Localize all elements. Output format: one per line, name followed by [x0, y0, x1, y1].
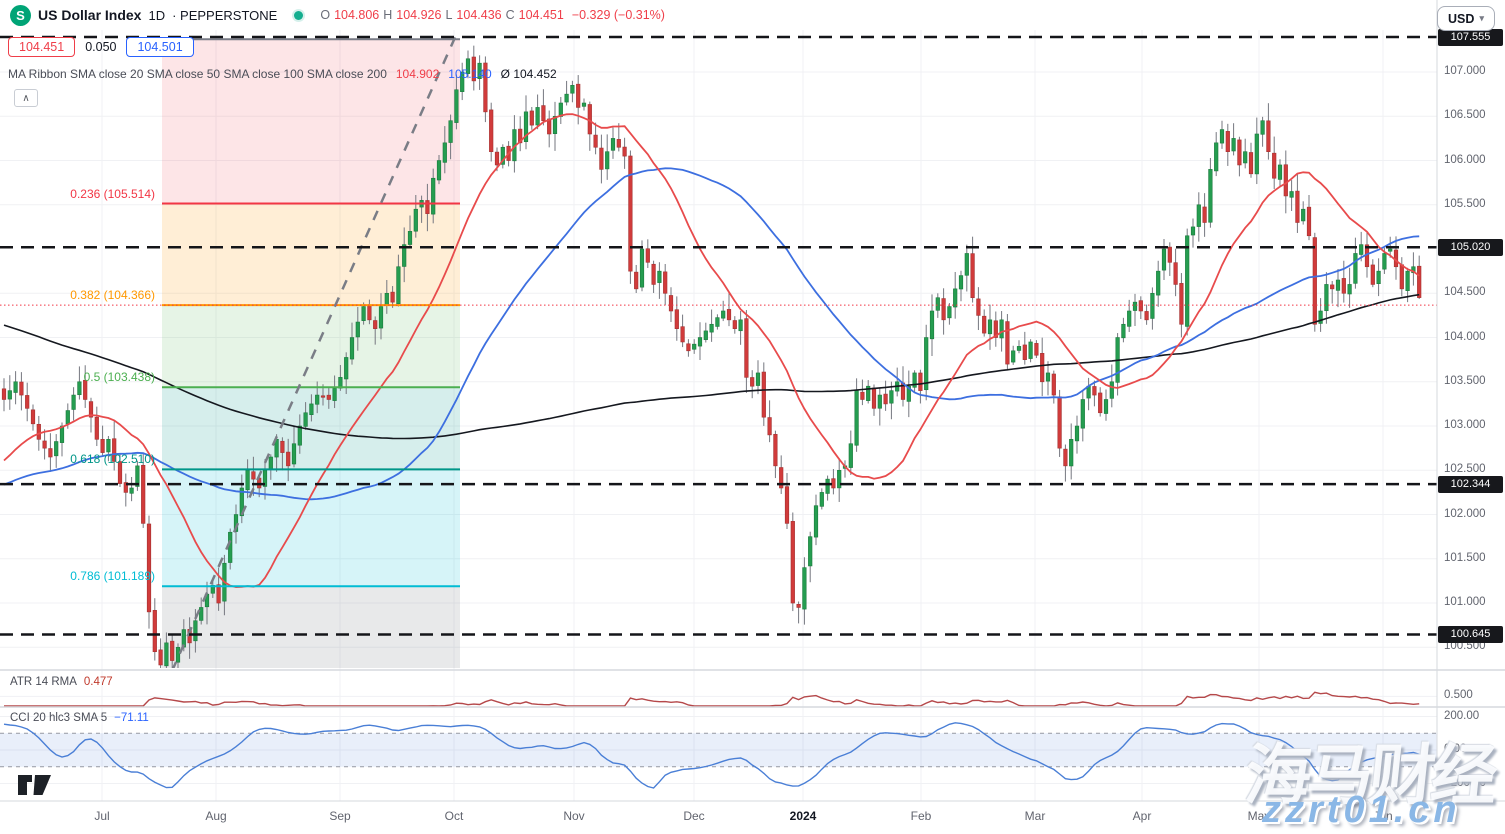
- cci-tick-label: 0.00: [1444, 743, 1467, 755]
- interval-label[interactable]: 1D: [148, 7, 166, 23]
- cci-label: CCI 20 hlc3 SMA 5: [10, 712, 108, 724]
- tradingview-logo[interactable]: [16, 772, 56, 798]
- cci-tick-label: −200.00: [1444, 776, 1486, 789]
- low-label: L: [445, 8, 453, 22]
- currency-dropdown[interactable]: USD ▾: [1437, 6, 1495, 31]
- time-tick-label: May: [1247, 809, 1271, 823]
- price-level-tag: 105.020: [1438, 238, 1503, 256]
- market-status-icon: [294, 10, 304, 20]
- low-value: 104.436: [456, 8, 502, 22]
- chevron-down-icon: ▾: [1479, 13, 1484, 23]
- cci-tick-label: 200.00: [1444, 709, 1480, 722]
- price-tick-label: 101.500: [1444, 551, 1486, 564]
- open-label: O: [320, 8, 331, 22]
- fib-level-label: 0.382 (104.366): [70, 288, 155, 303]
- symbol-title[interactable]: US Dollar Index: [38, 7, 142, 23]
- price-tick-label: 101.000: [1444, 596, 1486, 609]
- price-tick-label: 102.000: [1444, 507, 1486, 520]
- change-value: −0.329 (−0.31%): [571, 8, 665, 22]
- price-tick-label: 102.500: [1444, 463, 1486, 476]
- fib-level-label: 0.5 (103.438): [83, 370, 155, 385]
- time-tick-label: Jul: [94, 809, 110, 823]
- atr-label: ATR 14 RMA: [10, 676, 77, 688]
- broker-label: · PEPPERSTONE: [172, 7, 278, 23]
- range-low-box[interactable]: 104.451: [8, 37, 76, 57]
- price-tick-label: 104.000: [1444, 330, 1486, 343]
- price-tick-label: 106.000: [1444, 153, 1486, 166]
- atr-tick-label: 0.500: [1444, 689, 1473, 702]
- sma20-value: 104.902: [395, 67, 440, 81]
- sma50-value: 105.140: [448, 67, 492, 81]
- ma-ribbon-label: MA Ribbon SMA close 20 SMA close 50 SMA …: [8, 67, 387, 81]
- fib-level-label: 0.236 (105.514): [70, 186, 155, 201]
- ma-ribbon-legend[interactable]: MA Ribbon SMA close 20 SMA close 50 SMA …: [8, 67, 557, 81]
- high-value: 104.926: [396, 8, 442, 22]
- fib-level-label: 0.618 (102.510): [70, 452, 155, 467]
- range-diff-value: 0.050: [85, 40, 117, 54]
- collapse-legend-button[interactable]: ∧: [14, 89, 38, 107]
- time-tick-label: Sep: [329, 809, 351, 823]
- time-tick-label: Aug: [205, 809, 227, 823]
- currency-dropdown-label: USD: [1448, 11, 1475, 26]
- time-tick-label: Apr: [1132, 809, 1152, 823]
- chart-header: S US Dollar Index 1D · PEPPERSTONE O 104.…: [0, 0, 665, 30]
- price-range-tool: 104.451 0.050 104.501: [8, 37, 194, 57]
- price-tick-label: 105.500: [1444, 197, 1486, 210]
- atr-value: 0.477: [83, 676, 113, 688]
- range-high-box[interactable]: 104.501: [126, 37, 194, 57]
- time-tick-label: Oct: [444, 809, 464, 823]
- time-tick-label: Jun: [1373, 809, 1393, 823]
- price-tick-label: 100.500: [1444, 640, 1486, 653]
- time-tick-label: 2024: [789, 809, 817, 823]
- time-tick-label: Dec: [683, 809, 705, 823]
- price-tick-label: 103.000: [1444, 419, 1486, 432]
- price-tick-label: 103.500: [1444, 374, 1486, 387]
- time-tick-label: Mar: [1024, 809, 1046, 823]
- site-watermark: zzrt01.cn: [1262, 789, 1461, 831]
- open-value: 104.806: [334, 8, 380, 22]
- high-label: H: [383, 8, 393, 22]
- price-level-tag: 102.344: [1438, 475, 1503, 493]
- price-tick-label: 106.500: [1444, 109, 1486, 122]
- price-tick-label: 107.000: [1444, 65, 1486, 78]
- cci-legend[interactable]: CCI 20 hlc3 SMA 5 −71.11: [10, 712, 149, 724]
- time-tick-label: Feb: [910, 809, 932, 823]
- symbol-logo[interactable]: S: [10, 4, 31, 26]
- ma-average-value: Ø 104.452: [500, 67, 557, 81]
- price-level-tag: 107.555: [1438, 28, 1503, 46]
- time-tick-label: Nov: [563, 809, 585, 823]
- close-value: 104.451: [518, 8, 564, 22]
- atr-legend[interactable]: ATR 14 RMA 0.477: [10, 676, 113, 688]
- ohlc-readout: O 104.806 H 104.926 L 104.436 C 104.451 −0.3…: [320, 8, 665, 22]
- price-tick-label: 104.500: [1444, 286, 1486, 299]
- close-label: C: [505, 8, 515, 22]
- fib-level-label: 0.786 (101.189): [70, 569, 155, 584]
- price-level-tag: 100.645: [1438, 625, 1503, 643]
- cci-value: −71.11: [114, 712, 149, 724]
